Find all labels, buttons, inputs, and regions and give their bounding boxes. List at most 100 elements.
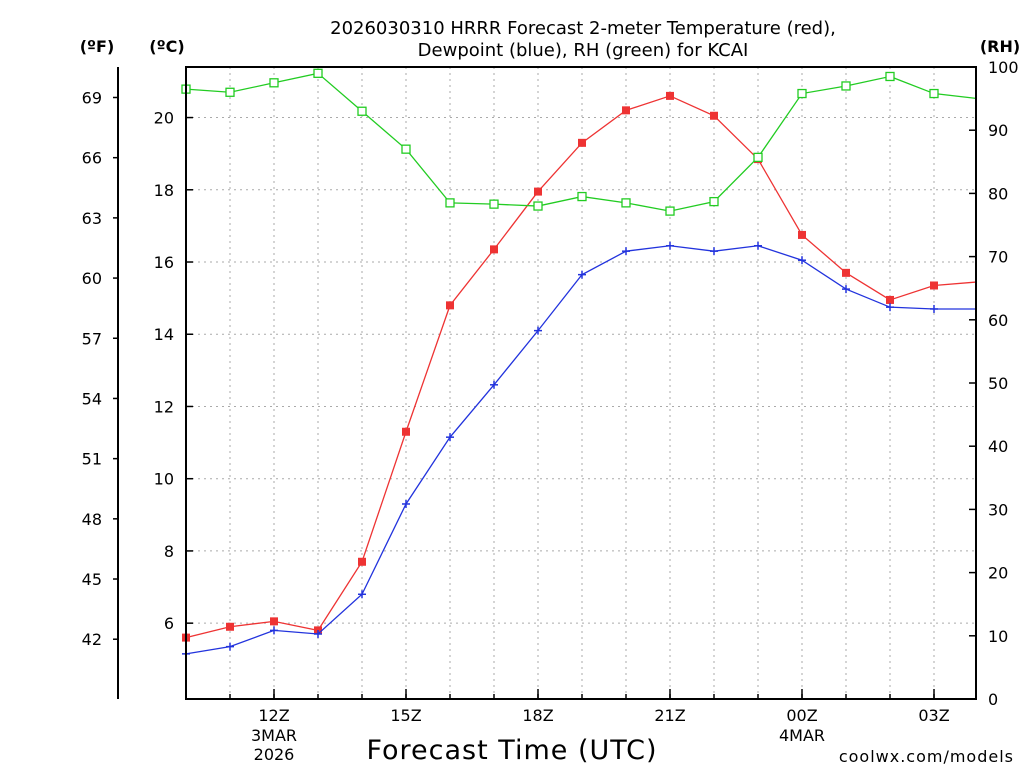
dewpoint-point [270, 626, 278, 635]
rh-point [401, 144, 411, 154]
fahrenheit-unit-label: (ºF) [80, 37, 115, 56]
chart-title-line1: 2026030310 HRRR Forecast 2-meter Tempera… [330, 18, 836, 39]
dewpoint-point [314, 629, 322, 638]
temperature-point [710, 111, 718, 120]
dewpoint-point [534, 326, 542, 335]
rh-point [577, 191, 587, 202]
rh-tick-label: 70 [988, 248, 1008, 267]
dewpoint-point [886, 303, 894, 312]
rh-point [489, 199, 499, 209]
celsius-tick-label: 12 [154, 397, 174, 416]
plot-frame [185, 66, 977, 700]
celsius-tick-label: 6 [164, 614, 174, 633]
dewpoint-point [666, 241, 674, 250]
x-tick-label: 03Z [918, 706, 949, 725]
rh-tick-label: 30 [988, 500, 1008, 519]
celsius-tick-label: 14 [154, 325, 174, 344]
dewpoint-point [798, 256, 806, 265]
temperature-point [446, 301, 454, 310]
fahrenheit-tick-label: 57 [82, 329, 102, 348]
fahrenheit-tick-label: 45 [82, 570, 102, 589]
rh-point [665, 206, 675, 216]
celsius-tick-label: 16 [154, 253, 174, 272]
fahrenheit-tick-label: 63 [82, 209, 102, 228]
fahrenheit-tick-label: 48 [82, 510, 102, 529]
dewpoint-series-line [185, 245, 976, 655]
dewpoint-point [358, 590, 366, 599]
temperature-point [886, 295, 894, 304]
celsius-tick-label: 10 [154, 470, 174, 489]
rh-tick-label: 100 [988, 58, 1019, 77]
rh-point [929, 88, 939, 99]
rh-tick-label: 10 [988, 627, 1008, 646]
rh-point [533, 201, 543, 211]
series-layer [181, 68, 977, 658]
temperature-point [270, 617, 278, 626]
temperature-point [666, 91, 674, 100]
rh-point [269, 78, 279, 88]
rh-tick-label: 50 [988, 374, 1008, 393]
temperature-point [622, 106, 630, 115]
fahrenheit-tick-label: 66 [82, 149, 102, 168]
x-axis-label: Forecast Time (UTC) [366, 735, 657, 766]
dewpoint-point [754, 241, 762, 250]
rh-point [797, 88, 807, 99]
dewpoint-point [226, 642, 234, 651]
grid-lines [186, 67, 976, 699]
x-tick-sublabel: 4MAR [779, 726, 825, 745]
axes: 42 45 48 51 54 57 60 63 66 69 6 8 10 12 14 16 18 20 0 10 20 3… [82, 58, 1019, 764]
temperature-point [798, 230, 806, 239]
rh-point [225, 87, 235, 97]
rh-point [313, 68, 323, 78]
dewpoint-point [930, 304, 938, 313]
temperature-point [358, 557, 366, 566]
temperature-point [842, 268, 850, 277]
rh-point [445, 198, 455, 208]
fahrenheit-tick-label: 54 [82, 389, 102, 408]
rh-point [357, 106, 367, 116]
rh-tick-label: 20 [988, 564, 1008, 583]
rh-tick-label: 80 [988, 184, 1008, 203]
rh-point [753, 152, 763, 163]
x-tick-label: 18Z [522, 706, 553, 725]
credit-label: coolwx.com/models [839, 747, 1014, 766]
rh-point [885, 71, 895, 82]
rh-tick-label: 60 [988, 311, 1008, 330]
x-tick-sublabel: 3MAR [251, 726, 297, 745]
celsius-tick-label: 20 [154, 109, 174, 128]
rh-tick-label: 40 [988, 437, 1008, 456]
temperature-point [226, 622, 234, 631]
celsius-unit-label: (ºC) [149, 37, 184, 56]
x-tick-sublabel: 2026 [254, 745, 295, 764]
rh-tick-label: 90 [988, 121, 1008, 140]
dewpoint-point [402, 499, 410, 508]
dewpoint-point [842, 285, 850, 294]
rh-point [709, 196, 719, 207]
temperature-point [930, 281, 938, 290]
temperature-point [578, 138, 586, 147]
dewpoint-point [578, 270, 586, 279]
fahrenheit-tick-label: 60 [82, 269, 102, 288]
chart-title-line2: Dewpoint (blue), RH (green) for KCAI [418, 40, 749, 61]
dewpoint-point [490, 380, 498, 389]
temperature-point [402, 427, 410, 436]
fahrenheit-tick-label: 69 [82, 88, 102, 107]
fahrenheit-tick-label: 42 [82, 630, 102, 649]
rh-point [621, 198, 631, 208]
temperature-series-line [185, 95, 977, 639]
dewpoint-point [622, 247, 630, 256]
x-tick-label: 15Z [390, 706, 421, 725]
temperature-point [490, 245, 498, 254]
rh-unit-label: (RH) [980, 37, 1020, 56]
temperature-point [534, 187, 542, 196]
x-tick-label: 21Z [654, 706, 685, 725]
celsius-tick-label: 18 [154, 181, 174, 200]
dewpoint-point [446, 433, 454, 442]
rh-point [841, 81, 851, 91]
x-tick-label: 00Z [786, 706, 817, 725]
dewpoint-point [710, 247, 718, 256]
x-tick-label: 12Z [258, 706, 289, 725]
fahrenheit-tick-label: 51 [82, 450, 102, 469]
celsius-tick-label: 8 [164, 542, 174, 561]
